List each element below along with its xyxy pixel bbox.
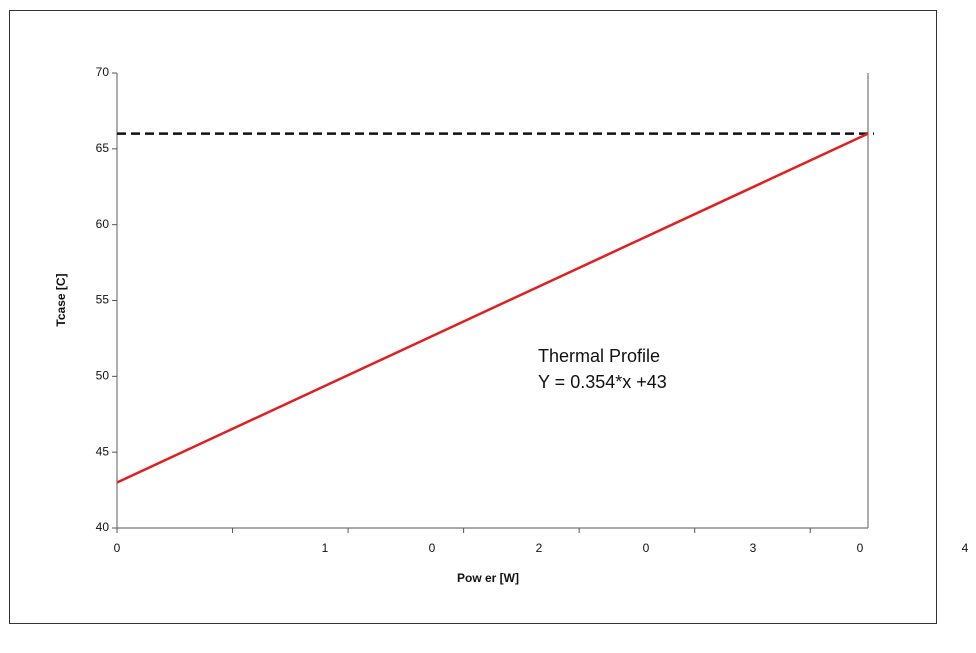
x-tick-label: 0 bbox=[114, 541, 121, 555]
x-tick-label: 0 bbox=[643, 541, 650, 555]
y-tick-label: 60 bbox=[96, 217, 110, 231]
x-tick-label: 0 bbox=[429, 541, 436, 555]
x-axis-label: Pow er [W] bbox=[457, 571, 519, 585]
frame bbox=[9, 10, 937, 624]
y-tick-label: 70 bbox=[96, 65, 110, 79]
x-tick-label: 4 bbox=[962, 541, 969, 555]
y-axis-label: Tcase [C] bbox=[54, 273, 68, 326]
annotation: Thermal Profile bbox=[538, 346, 660, 366]
y-tick-label: 50 bbox=[96, 369, 110, 383]
x-tick-label: 2 bbox=[536, 541, 543, 555]
y-tick-label: 65 bbox=[96, 141, 110, 155]
data-line bbox=[116, 132, 869, 484]
y-tick-label: 40 bbox=[96, 520, 110, 534]
x-tick-label: 3 bbox=[750, 541, 757, 555]
x-tick-label: 0 bbox=[857, 541, 864, 555]
y-tick-label: 55 bbox=[96, 293, 110, 307]
y-tick-label: 45 bbox=[96, 444, 110, 458]
x-tick-label: 1 bbox=[322, 541, 329, 555]
annotation: Y = 0.354*x +43 bbox=[538, 372, 667, 392]
